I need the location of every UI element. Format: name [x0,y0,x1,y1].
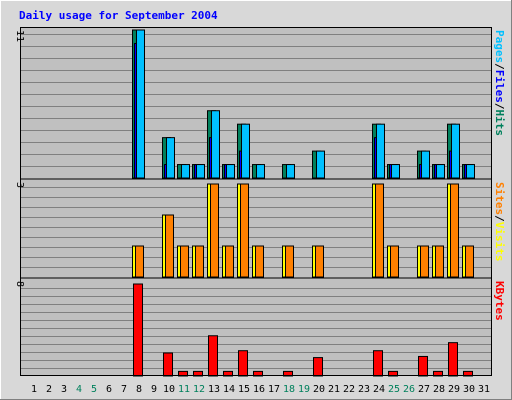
plot-border [20,27,492,376]
x-tick-label: 15 [238,384,250,395]
bar-sites [450,183,459,278]
panel-max-label: 8 [14,281,25,287]
bar-pages [391,164,400,179]
bar-sites [165,214,174,278]
x-tick-label: 6 [106,384,112,395]
legend-entry: KBytes [493,281,506,321]
bar-kbytes [373,350,383,377]
x-axis-labels: 1 2 3 4 5 6 7 8 9 10 11 12 13 14 15 16 17 18 19 20 21 22 23 24 2… [31,384,490,395]
legend-entry: Sites [493,182,506,215]
bar-pages [166,137,175,179]
x-tick-label: 8 [136,384,142,395]
bar-sites [285,245,294,278]
bar-pages [256,164,265,179]
bar-sites [375,183,384,278]
plot-area [20,27,492,376]
x-tick-label: 12 [193,384,205,395]
x-tick-label: 19 [298,384,310,395]
legend-entry: Visits [493,222,506,262]
bar-pages [136,29,145,179]
bar-pages [451,123,460,179]
bar-kbytes [133,283,143,377]
bar-sites [255,245,264,278]
x-tick-label: 17 [268,384,280,395]
x-tick-label: 26 [403,384,415,395]
bar-sites [240,183,249,278]
bar-sites [420,245,429,278]
chart-title: Daily usage for September 2004 [19,9,218,22]
bar-pages [316,150,325,179]
bar-sites [390,245,399,278]
x-tick-label: 18 [283,384,295,395]
bar-pages [466,164,475,179]
panel-legend: KBytes [493,281,506,321]
panel-legend: Pages/Files/Hits [493,30,506,136]
legend-entry: Files [493,70,506,103]
bar-kbytes [163,352,173,377]
legend-entry: Pages [493,30,506,63]
bar-sites [465,245,474,278]
x-tick-label: 14 [223,384,235,395]
x-tick-label: 20 [313,384,325,395]
x-tick-label: 13 [208,384,220,395]
x-tick-label: 27 [418,384,430,395]
bar-kbytes [418,355,428,377]
x-tick-label: 30 [463,384,475,395]
bar-sites [435,245,444,278]
bar-sites [210,183,219,278]
panel-hits_files_pages: 11 Pages/Files/Hits [14,29,506,179]
x-tick-label: 21 [328,384,340,395]
legend-entry: / [493,63,506,70]
legend-entry: / [493,215,506,222]
bar-pages [286,164,295,179]
x-tick-label: 25 [388,384,400,395]
panel-max-label: 11 [14,30,25,42]
bar-pages [421,150,430,179]
x-tick-label: 16 [253,384,265,395]
bar-pages [181,164,190,179]
bar-sites [180,245,189,278]
bar-pages [436,164,445,179]
panel-legend: Sites/Visits [493,182,506,262]
bar-sites [315,245,324,278]
bar-kbytes [238,350,248,377]
x-tick-label: 11 [178,384,190,395]
x-tick-label: 7 [121,384,127,395]
bar-pages [241,123,250,179]
x-tick-label: 23 [358,384,370,395]
panel-max-label: 3 [14,182,25,188]
bar-sites [135,245,144,278]
x-tick-label: 10 [163,384,175,395]
x-tick-label: 24 [373,384,385,395]
x-tick-label: 28 [433,384,445,395]
bar-sites [195,245,204,278]
bar-kbytes [448,342,458,377]
x-tick-label: 5 [91,384,97,395]
bar-kbytes [313,357,323,377]
bar-kbytes [208,335,218,377]
x-tick-label: 4 [76,384,82,395]
x-tick-label: 22 [343,384,355,395]
legend-entry: Hits [493,110,506,137]
x-tick-label: 3 [61,384,67,395]
x-tick-label: 1 [31,384,37,395]
bar-pages [196,164,205,179]
x-tick-label: 29 [448,384,460,395]
panel-kbytes: 8 KBytes [14,277,506,377]
bar-pages [211,110,220,179]
bar-pages [376,123,385,179]
x-tick-label: 2 [46,384,52,395]
x-tick-label: 9 [151,384,157,395]
x-tick-label: 31 [478,384,490,395]
legend-entry: / [493,103,506,110]
bar-sites [225,245,234,278]
bar-pages [226,164,235,179]
panel-visits_sites: 3 Sites/Visits [14,178,506,278]
